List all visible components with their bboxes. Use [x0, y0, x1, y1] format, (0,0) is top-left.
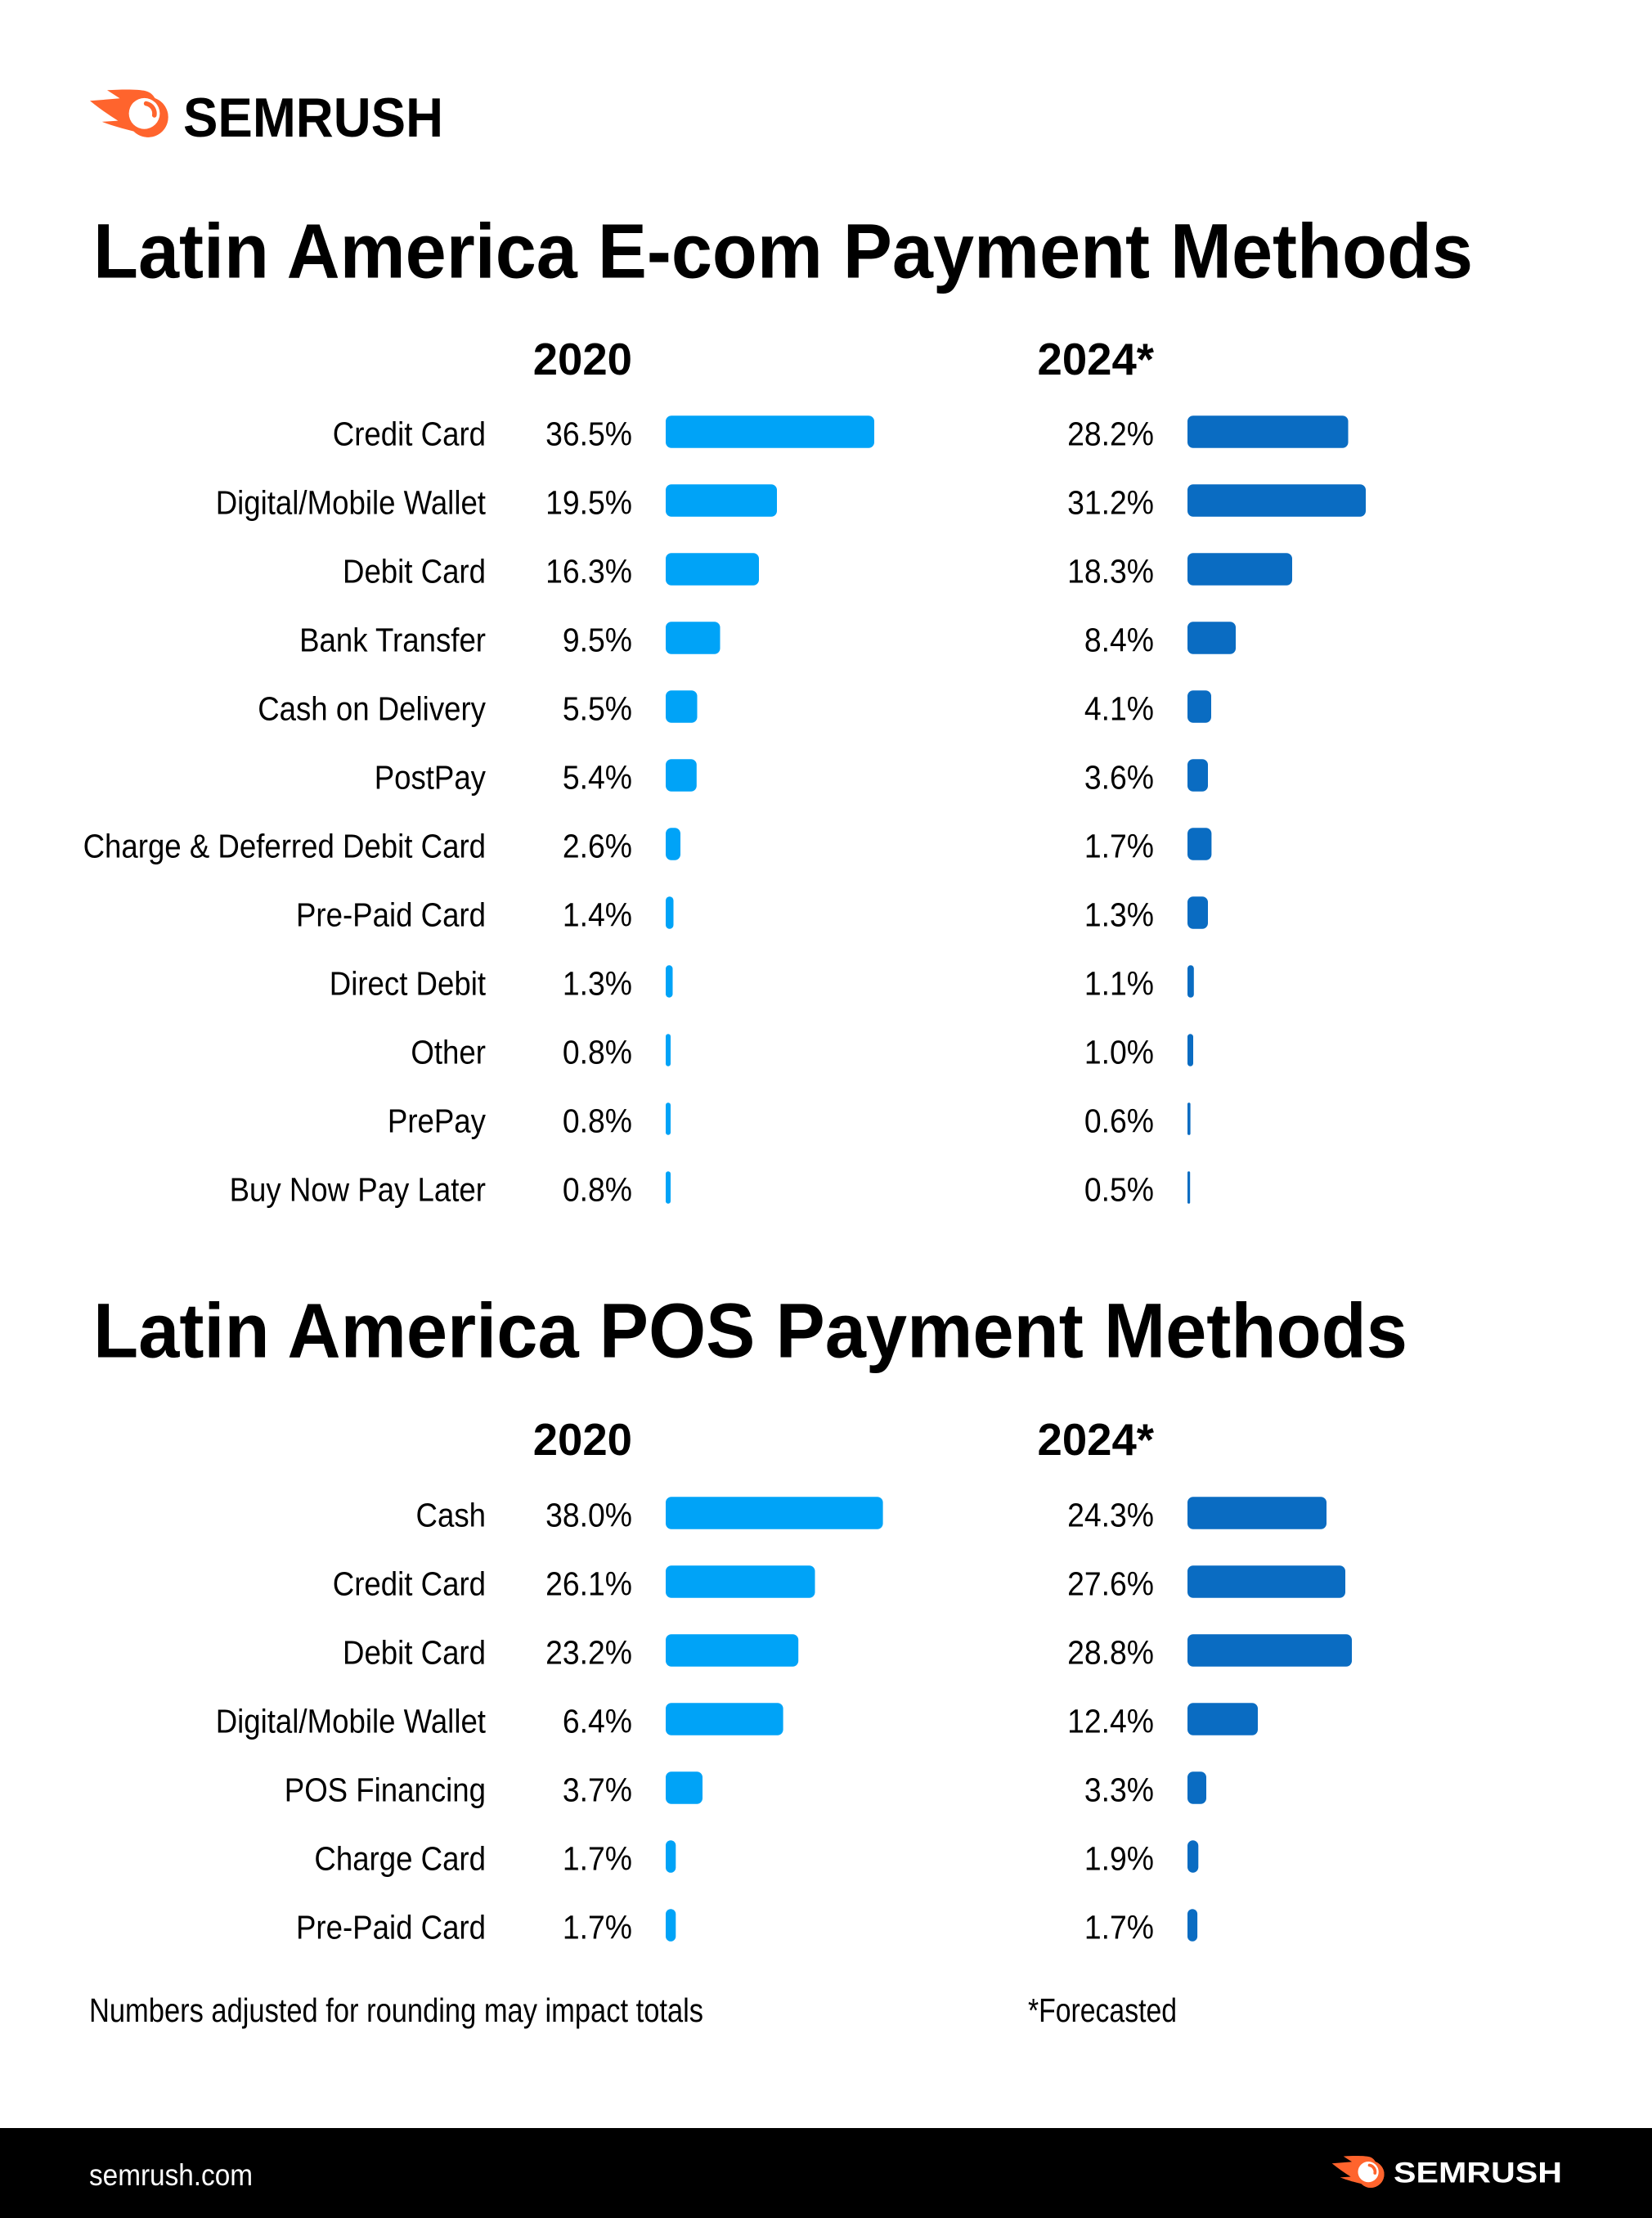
- svg-text:Debit Card: Debit Card: [343, 553, 486, 590]
- svg-text:19.5%: 19.5%: [545, 484, 632, 522]
- svg-text:1.3%: 1.3%: [563, 965, 632, 1003]
- svg-text:Credit Card: Credit Card: [333, 415, 486, 453]
- svg-text:1.7%: 1.7%: [563, 1909, 632, 1946]
- svg-text:Bank Transfer: Bank Transfer: [299, 622, 486, 659]
- svg-text:26.1%: 26.1%: [545, 1565, 632, 1603]
- svg-text:Credit Card: Credit Card: [333, 1565, 486, 1603]
- svg-text:1.0%: 1.0%: [1084, 1034, 1154, 1071]
- svg-text:Pre-Paid Card: Pre-Paid Card: [296, 1909, 486, 1946]
- svg-text:5.5%: 5.5%: [563, 690, 632, 728]
- svg-text:9.5%: 9.5%: [563, 622, 632, 659]
- svg-text:POS Financing: POS Financing: [285, 1771, 486, 1809]
- svg-text:0.8%: 0.8%: [563, 1034, 632, 1071]
- svg-text:1.3%: 1.3%: [1084, 896, 1154, 934]
- svg-text:3.6%: 3.6%: [1084, 759, 1154, 797]
- svg-text:Direct Debit: Direct Debit: [330, 965, 487, 1003]
- svg-text:Digital/Mobile Wallet: Digital/Mobile Wallet: [216, 484, 487, 522]
- svg-text:Other: Other: [411, 1034, 486, 1071]
- svg-text:*Forecasted: *Forecasted: [1028, 1991, 1177, 2029]
- svg-text:Charge Card: Charge Card: [314, 1840, 486, 1878]
- svg-text:2024*: 2024*: [1038, 334, 1155, 384]
- svg-text:SEMRUSH: SEMRUSH: [183, 87, 443, 149]
- svg-text:5.4%: 5.4%: [563, 759, 632, 797]
- svg-text:28.2%: 28.2%: [1067, 415, 1154, 453]
- svg-text:3.3%: 3.3%: [1084, 1771, 1154, 1809]
- svg-text:Debit Card: Debit Card: [343, 1634, 486, 1672]
- svg-text:Buy Now Pay Later: Buy Now Pay Later: [230, 1171, 486, 1209]
- svg-text:2.6%: 2.6%: [563, 828, 632, 865]
- svg-text:PostPay: PostPay: [375, 759, 487, 797]
- svg-text:27.6%: 27.6%: [1067, 1565, 1154, 1603]
- svg-text:Latin America POS Payment Meth: Latin America POS Payment Methods: [93, 1288, 1407, 1375]
- svg-text:16.3%: 16.3%: [545, 553, 632, 590]
- svg-text:6.4%: 6.4%: [563, 1703, 632, 1740]
- svg-text:4.1%: 4.1%: [1084, 690, 1154, 728]
- svg-text:2020: 2020: [533, 1415, 632, 1465]
- svg-text:1.4%: 1.4%: [563, 896, 632, 934]
- svg-text:Cash on Delivery: Cash on Delivery: [258, 690, 486, 728]
- svg-text:Cash: Cash: [416, 1497, 487, 1534]
- svg-text:0.5%: 0.5%: [1084, 1171, 1154, 1209]
- svg-text:1.7%: 1.7%: [563, 1840, 632, 1878]
- svg-text:Latin America E-com Payment Me: Latin America E-com Payment Methods: [93, 208, 1473, 294]
- svg-text:31.2%: 31.2%: [1067, 484, 1154, 522]
- svg-text:0.8%: 0.8%: [563, 1171, 632, 1209]
- svg-text:2020: 2020: [533, 334, 632, 384]
- svg-text:0.6%: 0.6%: [1084, 1102, 1154, 1140]
- svg-text:semrush.com: semrush.com: [89, 2158, 253, 2192]
- svg-text:2024*: 2024*: [1038, 1415, 1155, 1465]
- svg-text:0.8%: 0.8%: [563, 1102, 632, 1140]
- svg-text:38.0%: 38.0%: [545, 1497, 632, 1534]
- svg-text:24.3%: 24.3%: [1067, 1497, 1154, 1534]
- svg-text:8.4%: 8.4%: [1084, 622, 1154, 659]
- svg-text:36.5%: 36.5%: [545, 415, 632, 453]
- svg-text:Numbers adjusted for rounding: Numbers adjusted for rounding may impact…: [89, 1991, 703, 2029]
- svg-text:SEMRUSH: SEMRUSH: [1394, 2157, 1562, 2189]
- svg-text:1.7%: 1.7%: [1084, 828, 1154, 865]
- svg-text:Digital/Mobile Wallet: Digital/Mobile Wallet: [216, 1703, 487, 1740]
- svg-text:Pre-Paid Card: Pre-Paid Card: [296, 896, 486, 934]
- svg-text:23.2%: 23.2%: [545, 1634, 632, 1672]
- svg-text:3.7%: 3.7%: [563, 1771, 632, 1809]
- svg-text:18.3%: 18.3%: [1067, 553, 1154, 590]
- svg-text:1.9%: 1.9%: [1084, 1840, 1154, 1878]
- svg-text:1.7%: 1.7%: [1084, 1909, 1154, 1946]
- svg-text:Charge & Deferred Debit Card: Charge & Deferred Debit Card: [83, 828, 486, 865]
- svg-text:28.8%: 28.8%: [1067, 1634, 1154, 1672]
- svg-text:1.1%: 1.1%: [1084, 965, 1154, 1003]
- svg-text:12.4%: 12.4%: [1067, 1703, 1154, 1740]
- svg-text:PrePay: PrePay: [388, 1102, 487, 1140]
